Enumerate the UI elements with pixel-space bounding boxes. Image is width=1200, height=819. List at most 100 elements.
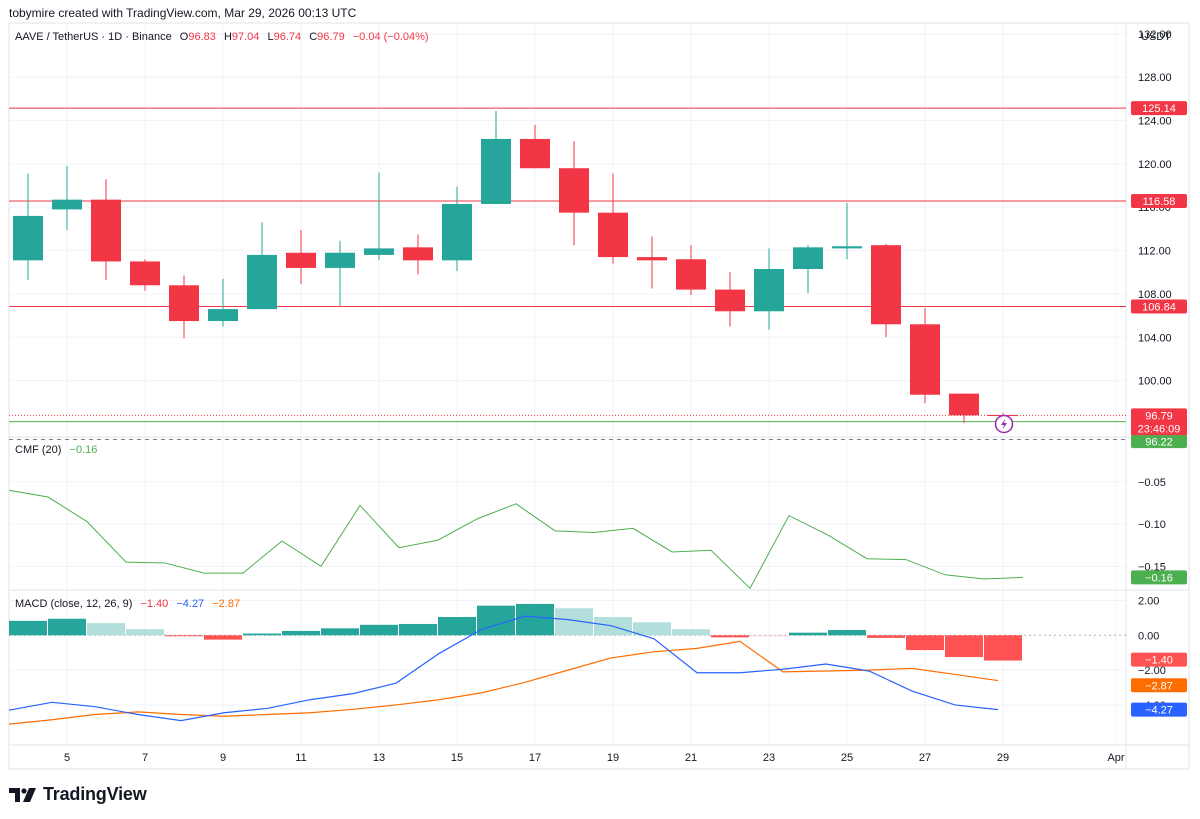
candle-body (169, 285, 199, 322)
macd-histogram-bar (867, 635, 905, 638)
cmf-series[interactable] (8, 489, 1024, 590)
last-price-badge-bg (1131, 408, 1187, 437)
price-tick-label: 120.00 (1138, 159, 1172, 171)
candle-body (247, 254, 277, 310)
candle-body (559, 168, 589, 213)
macd-histogram-bar (9, 620, 47, 636)
legend-low-label: L (267, 31, 273, 43)
level-price-badge-bg (1131, 299, 1187, 314)
candle-body (910, 324, 940, 395)
macd-histogram-bar (984, 635, 1022, 661)
macd-histogram-bar (789, 632, 827, 636)
chart-frame (8, 22, 1190, 770)
price-tick-label: 124.00 (1138, 116, 1172, 128)
tradingview-logo-icon (9, 787, 36, 802)
macd-hist-badge-bg (1131, 652, 1187, 667)
tradingview-wordmark: TradingView (43, 784, 147, 804)
price-tick-label: 104.00 (1138, 332, 1172, 344)
macd-legend: MACD (close, 12, 26, 9) −1.40 −4.27 −2.8… (15, 598, 240, 610)
ohlc-legend: AAVE / TetherUS · 1D · Binance O96.83 H 9… (15, 31, 429, 43)
macd-histogram-bar (711, 635, 749, 638)
candle-body (403, 247, 433, 261)
level-price-badge-bg (1131, 101, 1187, 116)
candle-body (481, 138, 511, 204)
legend-high-label: H (224, 31, 232, 43)
alert-flash-icon[interactable] (994, 414, 1014, 434)
price-tick-label: 100.00 (1138, 376, 1172, 388)
time-tick-label: 17 (529, 752, 541, 764)
macd-signal-badge: −2.87 (1145, 680, 1173, 692)
macd-lines[interactable] (8, 615, 999, 725)
time-tick-label: 7 (142, 752, 148, 764)
candle-body (793, 247, 823, 270)
legend-low: 96.74 (274, 31, 302, 43)
macd-line-badge: −4.27 (1145, 705, 1173, 717)
legend-symbol: AAVE / TetherUS · 1D · Binance (15, 31, 172, 43)
support-price-badge-bg (1131, 435, 1187, 449)
cmf-tick-label: −0.05 (1138, 477, 1166, 489)
macd-histogram-bar (945, 635, 983, 658)
candle-body (520, 138, 550, 169)
cmf-value-badge: −0.16 (1145, 572, 1173, 584)
legend-open-label: O (180, 31, 189, 43)
candle-body (91, 199, 121, 262)
tradingview-brand[interactable]: TradingView (9, 784, 147, 805)
countdown-badge: 23:46:09 (1138, 423, 1181, 435)
macd-hist-badge: −1.40 (1145, 655, 1173, 667)
candle-body (832, 246, 862, 249)
price-tick-label: 132.00 (1138, 29, 1172, 41)
candle-body (637, 257, 667, 261)
candlestick-series[interactable] (13, 110, 1018, 423)
macd-tick-label: 0.00 (1138, 630, 1159, 642)
macd-tick-label: 2.00 (1138, 595, 1159, 607)
cmf-title: CMF (20) (15, 444, 61, 456)
price-tick-label: 128.00 (1138, 72, 1172, 84)
price-tick-label: 112.00 (1138, 246, 1171, 258)
candle-body (13, 215, 43, 261)
cmf-line (8, 489, 1024, 590)
time-tick-label: 11 (295, 752, 306, 764)
support-price-badge: 96.22 (1145, 437, 1173, 449)
cmf-value-badge-bg (1131, 570, 1187, 585)
time-tick-label: Apr (1107, 752, 1124, 764)
macd-histogram-bar (672, 629, 710, 636)
candle-body (871, 245, 901, 325)
macd-line-badge-bg (1131, 702, 1187, 717)
macd-histogram-bar (165, 635, 203, 637)
candle-body (325, 252, 355, 268)
candle-body (949, 393, 979, 416)
time-tick-label: 9 (220, 752, 226, 764)
macd-histogram-bar (126, 629, 164, 636)
macd-histogram-bar (438, 616, 476, 636)
macd-histogram-bar (48, 618, 86, 636)
time-tick-label: 15 (451, 752, 463, 764)
time-tick-label: 25 (841, 752, 853, 764)
candle-body (286, 252, 316, 268)
candle-body (676, 259, 706, 290)
candle-body (52, 199, 82, 210)
macd-histogram-bar (282, 630, 320, 636)
legend-change: −0.04 (−0.04%) (353, 31, 429, 43)
currency-label: USDT (1141, 31, 1171, 43)
macd-histogram-bar (360, 624, 398, 636)
time-tick-label: 19 (607, 752, 619, 764)
legend-close: 96.79 (317, 31, 345, 43)
price-tick-label: 108.00 (1138, 289, 1172, 301)
cmf-legend: CMF (20) −0.16 (15, 444, 97, 456)
level-price-badge: 106.84 (1142, 302, 1176, 314)
macd-histogram[interactable] (9, 603, 1022, 661)
last-price-badge: 96.79 (1145, 410, 1173, 422)
level-price-badge-bg (1131, 193, 1187, 208)
macd-signal-line (8, 640, 999, 725)
macd-hist-value: −1.40 (140, 598, 168, 610)
macd-histogram-bar (87, 623, 125, 636)
legend-open: 96.83 (188, 31, 216, 43)
level-price-badge: 125.14 (1142, 103, 1176, 115)
macd-title: MACD (close, 12, 26, 9) (15, 598, 132, 610)
cmf-tick-label: −0.10 (1138, 519, 1166, 531)
time-tick-label: 29 (997, 752, 1009, 764)
candle-body (364, 248, 394, 255)
macd-histogram-bar (516, 603, 554, 636)
